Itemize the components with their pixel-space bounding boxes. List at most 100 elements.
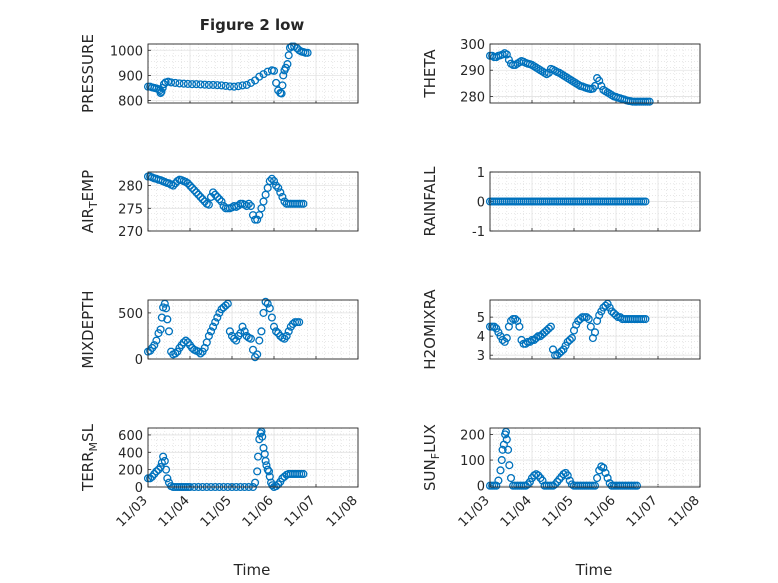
y-tick-label: 290: [460, 64, 485, 79]
data-marker: [194, 190, 203, 199]
data-marker: [159, 452, 168, 461]
data-marker: [164, 327, 174, 336]
data-marker: [272, 482, 281, 491]
panel-6: 3 4 5 H2OMIXRA: [421, 289, 701, 370]
y-axis-label: THETA: [421, 49, 439, 99]
data-marker: [284, 327, 293, 336]
data-marker: [204, 331, 213, 341]
y-axis-label: SUNFLUX: [421, 424, 442, 491]
y-tick-label: 100: [460, 454, 485, 469]
data-marker: [171, 78, 180, 87]
data-marker: [192, 188, 201, 197]
data-marker: [215, 195, 224, 204]
y-tick-label: 4: [477, 330, 485, 345]
data-marker: [595, 76, 604, 85]
data-marker: [253, 467, 262, 476]
y-tick-label: 200: [118, 464, 143, 479]
data-marker: [253, 350, 262, 359]
data-marker: [597, 81, 606, 91]
data-marker: [565, 335, 574, 345]
data-marker: [506, 473, 516, 483]
data-marker: [590, 328, 600, 337]
y-tick-label: 400: [118, 446, 143, 461]
y-axis-label-subscript: T: [87, 201, 100, 209]
x-tick-label: 11/03: [456, 493, 493, 530]
data-marker: [146, 474, 155, 483]
y-tick-label: 500: [118, 307, 143, 322]
data-marker: [538, 476, 547, 485]
data-marker: [221, 301, 230, 310]
data-marker: [246, 78, 255, 87]
data-marker: [278, 81, 287, 90]
y-tick-label: 0: [477, 196, 485, 211]
data-marker: [196, 80, 205, 89]
data-marker: [269, 322, 279, 331]
data-marker: [206, 327, 216, 336]
data-marker: [238, 322, 247, 331]
y-tick-label: 3: [477, 349, 485, 364]
data-marker: [532, 334, 541, 343]
data-marker: [264, 467, 274, 476]
data-marker: [593, 473, 602, 483]
panel-4: -1 0 1 RAINFALL: [421, 166, 701, 240]
data-marker: [156, 325, 165, 334]
data-marker: [188, 80, 197, 89]
y-axis-label: MIXDEPTH: [79, 290, 97, 368]
data-marker: [490, 322, 499, 331]
data-marker: [582, 313, 591, 322]
data-marker: [162, 465, 171, 474]
data-marker: [204, 200, 213, 209]
data-marker: [198, 195, 207, 204]
data-marker: [213, 192, 222, 202]
data-marker: [281, 63, 290, 72]
data-marker: [284, 51, 293, 60]
data-marker: [159, 80, 169, 89]
data-marker: [502, 334, 511, 343]
data-marker: [632, 481, 642, 490]
data-marker: [494, 476, 503, 485]
data-marker: [505, 461, 514, 470]
data-marker: [209, 322, 218, 331]
axes-box: [147, 171, 359, 232]
panel-2: 280 290 300 THETA: [421, 38, 701, 106]
x-tick-label: 11/06: [582, 493, 619, 530]
data-marker: [521, 339, 530, 348]
y-tick-label: -1: [472, 225, 485, 240]
data-marker: [272, 181, 281, 190]
data-marker: [276, 188, 285, 197]
y-axis-label: AIRTEMP: [79, 170, 100, 233]
data-marker: [209, 188, 218, 197]
y-axis-label-part: TERR: [79, 451, 97, 492]
y-tick-label: 1000: [110, 44, 143, 59]
data-marker: [497, 456, 506, 465]
data-marker: [584, 314, 593, 324]
data-marker: [238, 81, 247, 90]
data-marker: [261, 297, 270, 306]
data-marker: [181, 336, 190, 345]
data-marker: [194, 347, 203, 356]
x-tick-label: 11/03: [114, 493, 151, 530]
data-marker: [257, 327, 266, 336]
data-marker: [269, 66, 279, 75]
data-marker: [163, 315, 172, 324]
x-axis-label-left: Time: [233, 561, 271, 579]
data-marker: [267, 313, 276, 322]
data-marker: [502, 435, 511, 444]
data-marker: [213, 313, 222, 322]
x-tick-label: 11/07: [624, 493, 661, 530]
data-marker: [204, 80, 213, 89]
data-marker: [299, 199, 308, 208]
data-marker: [163, 474, 172, 483]
data-marker: [599, 463, 608, 472]
y-axis-label: RAINFALL: [421, 166, 439, 237]
data-marker: [196, 349, 205, 358]
data-marker: [641, 197, 650, 206]
data-marker: [242, 80, 251, 89]
panel-1: 800 900 1000 PRESSURE: [79, 34, 359, 113]
panel-3: 270 275 280 AIRTEMP: [79, 170, 359, 240]
data-marker: [213, 81, 222, 90]
y-tick-label: 270: [118, 225, 143, 240]
data-marker: [217, 81, 226, 90]
